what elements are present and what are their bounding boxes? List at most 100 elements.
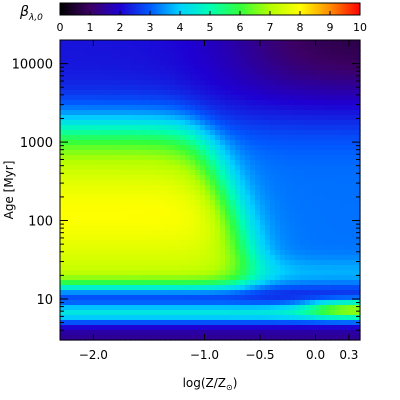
heatmap-cell [305,180,311,186]
heatmap-cell [180,320,186,326]
heatmap-cell [65,160,71,166]
heatmap-cell [60,90,66,96]
heatmap-cell [155,230,161,236]
heatmap-cell [220,90,226,96]
heatmap-cell [355,110,361,116]
heatmap-cell [125,315,131,321]
heatmap-cell [240,265,246,271]
heatmap-cell [95,140,101,146]
heatmap-cell [80,155,86,161]
heatmap-cell [235,85,241,91]
heatmap-cell [345,310,351,316]
heatmap-cell [115,180,121,186]
heatmap-cell [180,200,186,206]
heatmap-cell [320,245,326,251]
heatmap-cell [190,225,196,231]
heatmap-cell [245,275,251,281]
heatmap-cell [65,335,71,341]
heatmap-cell [285,255,291,261]
heatmap-cell [130,115,136,121]
heatmap-cell [305,225,311,231]
heatmap-cell [80,160,86,166]
heatmap-cell [180,330,186,336]
heatmap-cell [140,220,146,226]
heatmap-cell [195,160,201,166]
heatmap-cell [205,265,211,271]
heatmap-cell [90,60,96,66]
heatmap-cell [255,205,261,211]
x-tick-label: 0.3 [339,348,358,362]
heatmap-cell [85,230,91,236]
heatmap-cell [245,60,251,66]
heatmap-cell [145,205,151,211]
heatmap-cell [165,205,171,211]
heatmap-cell [145,150,151,156]
heatmap-cell [240,45,246,51]
heatmap-cell [310,130,316,136]
heatmap-cell [140,270,146,276]
heatmap-cell [75,310,81,316]
heatmap-cell [145,285,151,291]
heatmap-cell [270,115,276,121]
heatmap-cell [90,155,96,161]
heatmap-field [59,39,361,341]
heatmap-cell [190,240,196,246]
heatmap-cell [185,175,191,181]
heatmap-cell [115,140,121,146]
heatmap-cell [265,80,271,86]
heatmap-cell [60,130,66,136]
heatmap-cell [85,110,91,116]
heatmap-cell [310,155,316,161]
heatmap-cell [145,195,151,201]
heatmap-cell [60,285,66,291]
heatmap-cell [160,175,166,181]
heatmap-cell [290,85,296,91]
heatmap-cell [265,310,271,316]
heatmap-cell [345,270,351,276]
heatmap-cell [310,55,316,61]
heatmap-cell [290,265,296,271]
heatmap-cell [295,70,301,76]
heatmap-cell [80,330,86,336]
heatmap-cell [210,100,216,106]
heatmap-cell [335,195,341,201]
heatmap-cell [270,300,276,306]
heatmap-cell [175,150,181,156]
heatmap-cell [255,250,261,256]
heatmap-cell [280,120,286,126]
heatmap-cell [90,170,96,176]
heatmap-cell [210,265,216,271]
heatmap-cell [100,280,106,286]
heatmap-cell [260,225,266,231]
heatmap-cell [160,265,166,271]
heatmap-cell [310,220,316,226]
heatmap-cell [165,215,171,221]
heatmap-cell [90,85,96,91]
heatmap-cell [350,320,356,326]
heatmap-cell [130,40,136,46]
heatmap-cell [330,135,336,141]
heatmap-cell [295,200,301,206]
heatmap-cell [85,320,91,326]
heatmap-cell [150,125,156,131]
heatmap-cell [60,125,66,131]
heatmap-cell [300,235,306,241]
heatmap-cell [210,245,216,251]
heatmap-cell [270,320,276,326]
heatmap-cell [165,285,171,291]
heatmap-cell [85,170,91,176]
heatmap-cell [95,315,101,321]
heatmap-cell [85,335,91,341]
heatmap-cell [295,50,301,56]
heatmap-cell [250,260,256,266]
heatmap-cell [245,325,251,331]
heatmap-cell [215,315,221,321]
heatmap-cell [135,305,141,311]
heatmap-cell [295,180,301,186]
heatmap-cell [120,320,126,326]
heatmap-cell [250,310,256,316]
heatmap-cell [225,125,231,131]
heatmap-cell [150,250,156,256]
heatmap-cell [65,155,71,161]
heatmap-cell [145,190,151,196]
